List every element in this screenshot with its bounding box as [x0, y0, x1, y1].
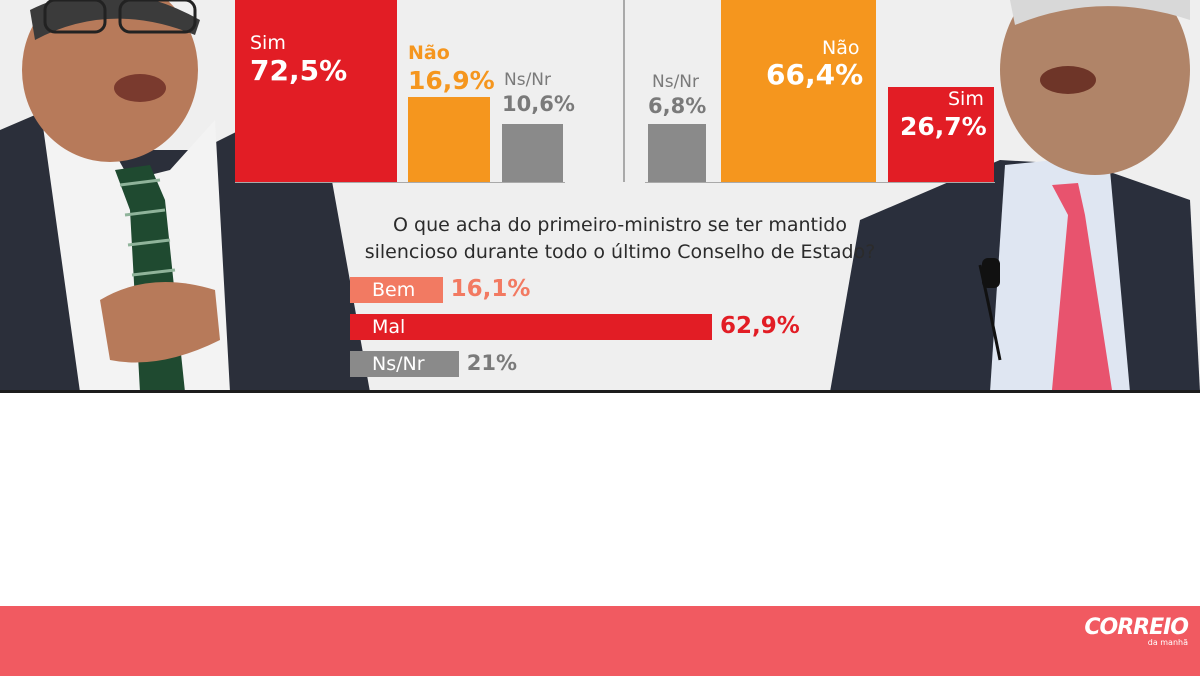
label-left-sim-category: Sim: [250, 32, 286, 54]
label-right-sim-category: Sim: [948, 88, 984, 110]
logo-main-text: CORREIO: [1084, 615, 1189, 640]
bar-left-nsnr: [502, 124, 563, 182]
right-person-photo: [830, 0, 1200, 392]
label-left-sim-value: 72,5%: [250, 54, 348, 87]
label-mal-value: 62,9%: [720, 313, 800, 339]
bar-nsnr-horizontal: [350, 351, 459, 377]
bar-bem: [350, 277, 443, 303]
bar-left-sim: [235, 0, 397, 182]
label-left-nsnr-category: Ns/Nr: [504, 70, 552, 90]
label-nsnr-horizontal-value: 21%: [466, 351, 518, 375]
label-right-nsnr-value: 6,8%: [648, 94, 707, 118]
label-mal-category: Mal: [372, 316, 406, 338]
correio-da-manha-logo[interactable]: CORREIO da manhã: [1084, 615, 1189, 648]
bar-right-nsnr: [648, 123, 706, 182]
label-left-nao-value: 16,9%: [408, 66, 495, 95]
label-right-nao-category: Não: [822, 37, 860, 59]
footer-bar: CORREIO da manhã: [0, 606, 1200, 676]
label-left-nsnr-value: 10,6%: [502, 92, 575, 116]
logo-sub-text: da manhã: [1147, 638, 1188, 647]
figure-bottom-rule: [0, 390, 1200, 393]
bar-right-sim: [888, 87, 994, 182]
bar-right-nao: [721, 0, 876, 182]
bar-left-nao: [408, 97, 490, 182]
chart-question-line2: silencioso durante todo o último Conselh…: [364, 241, 876, 263]
label-right-sim-value: 26,7%: [900, 112, 987, 141]
right-chart-baseline: [645, 182, 995, 183]
bar-mal: [350, 314, 712, 340]
label-nsnr-horizontal-category: Ns/Nr: [372, 353, 425, 375]
chart-question-line1: O que acha do primeiro-ministro se ter m…: [393, 214, 847, 236]
label-bem-category: Bem: [372, 279, 416, 301]
label-right-nsnr-category: Ns/Nr: [652, 72, 700, 92]
chart-divider: [623, 0, 625, 182]
label-right-nao-value: 66,4%: [766, 58, 864, 91]
infographic: Sim 72,5% Não 16,9% Ns/Nr 10,6% Ns/Nr 6,…: [0, 0, 1200, 392]
label-bem-value: 16,1%: [450, 276, 531, 302]
chart-question: O que acha do primeiro-ministro se ter m…: [360, 212, 880, 266]
left-chart-baseline: [235, 182, 565, 183]
label-left-nao-category: Não: [408, 42, 450, 64]
